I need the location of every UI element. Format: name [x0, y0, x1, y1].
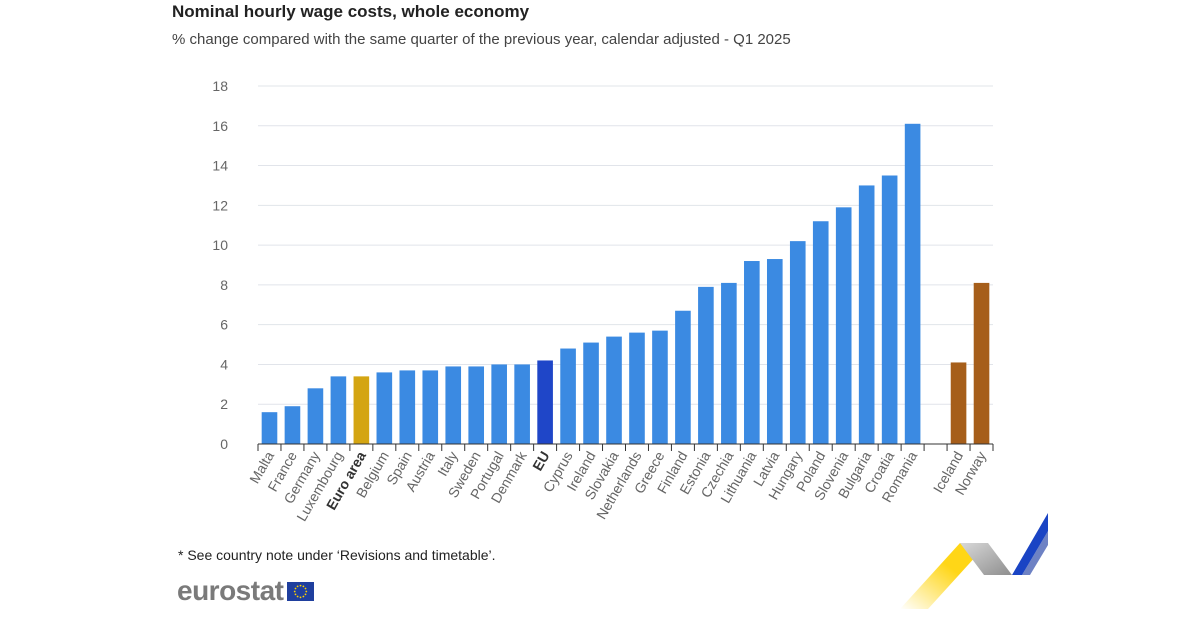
bar-italy[interactable] — [445, 366, 462, 444]
bar-greece[interactable] — [652, 330, 668, 444]
bar-spain[interactable] — [399, 370, 416, 444]
bar-hungary[interactable] — [789, 241, 806, 444]
bar-belgium[interactable] — [376, 372, 393, 444]
bar-chart: 0 2 4 6 8 10 12 14 16 18 MaltaFranceGermanyLuxemb… — [212, 78, 994, 524]
y-tick-label: 2 — [220, 396, 228, 412]
bar-poland[interactable] — [812, 221, 829, 444]
bar-cyprus[interactable] — [560, 348, 576, 444]
bar-eu[interactable] — [537, 360, 553, 444]
x-axis — [257, 443, 994, 451]
bar-netherlands[interactable] — [629, 332, 645, 444]
chart-subtitle: % change compared with the same quarter … — [172, 31, 791, 48]
y-tick-label: 4 — [220, 356, 228, 372]
bar-finland[interactable] — [675, 310, 691, 444]
bar-germany[interactable] — [307, 388, 324, 444]
bar-sweden[interactable] — [468, 366, 485, 444]
bar-bulgaria[interactable] — [858, 185, 875, 444]
y-tick-label: 12 — [212, 197, 228, 213]
bar-luxembourg[interactable] — [330, 376, 347, 444]
y-tick-label: 16 — [212, 118, 228, 134]
bar-slovenia[interactable] — [835, 207, 852, 444]
y-tick-label: 8 — [220, 277, 228, 293]
bar-portugal[interactable] — [491, 364, 507, 444]
y-tick-label: 14 — [212, 158, 228, 174]
bar-latvia[interactable] — [766, 259, 783, 444]
bar-slovakia[interactable] — [606, 336, 622, 444]
bar-denmark[interactable] — [514, 364, 530, 444]
footnote: * See country note under ‘Revisions and … — [178, 547, 496, 563]
bar-france[interactable] — [284, 406, 301, 444]
bar-estonia[interactable] — [698, 286, 714, 444]
eurostat-logo[interactable]: eurostat — [177, 575, 315, 607]
bars — [261, 123, 990, 445]
bar-norway[interactable] — [973, 282, 990, 444]
bar-ireland[interactable] — [583, 342, 599, 444]
eu-flag-icon — [287, 581, 315, 601]
logo-text: eurostat — [177, 575, 284, 606]
bar-romania[interactable] — [904, 123, 921, 445]
bar-czechia[interactable] — [721, 282, 737, 444]
bar-lithuania[interactable] — [744, 261, 760, 444]
bar-euro-area[interactable] — [353, 376, 370, 444]
y-axis-ticks: 0 2 4 6 8 10 12 14 16 18 — [212, 78, 228, 452]
bar-austria[interactable] — [422, 370, 439, 444]
y-tick-label: 18 — [212, 78, 228, 94]
y-tick-label: 6 — [220, 317, 228, 333]
bar-croatia[interactable] — [881, 175, 898, 445]
y-tick-label: 10 — [212, 237, 228, 253]
decorative-ribbon-icon — [900, 513, 1048, 609]
bar-iceland[interactable] — [950, 362, 967, 444]
bar-malta[interactable] — [261, 412, 278, 444]
chart-title: Nominal hourly wage costs, whole economy — [172, 2, 530, 21]
y-tick-label: 0 — [220, 436, 228, 452]
